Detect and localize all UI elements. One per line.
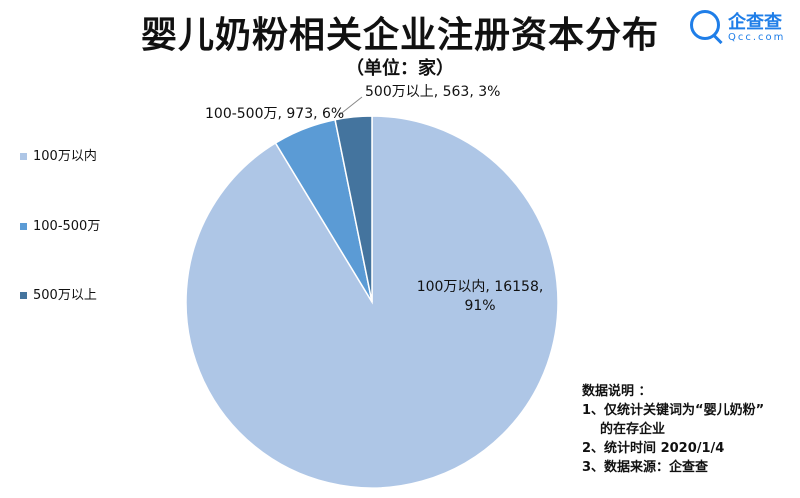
chart-title: 婴儿奶粉相关企业注册资本分布 xyxy=(140,15,659,56)
slice-label-under-100-percent: 91% xyxy=(464,298,495,314)
legend-label: 100万以内 xyxy=(33,149,97,164)
chart-subtitle: （单位：家） xyxy=(346,58,454,79)
legend-item-over-500: 500万以上 xyxy=(20,288,97,304)
legend-item-100-500: 100-500万 xyxy=(20,219,100,235)
legend-swatch xyxy=(20,292,27,299)
qcc-logo: 企查查 Qcc.com xyxy=(690,8,794,48)
legend-label: 500万以上 xyxy=(33,288,97,303)
logo-sub: Qcc.com xyxy=(728,32,786,43)
leader-line xyxy=(337,96,363,117)
legend-swatch xyxy=(20,153,27,160)
legend-item-under-100: 100万以内 xyxy=(20,149,97,165)
notes-line: 的在存企业 xyxy=(600,422,666,437)
legend-swatch xyxy=(20,223,27,230)
legend-label: 100-500万 xyxy=(33,219,101,234)
magnifier-icon xyxy=(690,10,720,40)
logo-name: 企查查 xyxy=(728,12,782,33)
notes-heading: 数据说明 ： xyxy=(582,384,652,399)
notes-line: 3、数据来源：企查查 xyxy=(582,460,709,475)
slice-over-500 xyxy=(334,115,373,303)
slice-label-100-500: 100-500万, 973, 6% xyxy=(205,106,344,122)
notes-line: 2、统计时间 2020/1/4 xyxy=(582,441,725,456)
slice-under-100 xyxy=(185,115,559,489)
slice-label-over-500: 500万以上, 563, 3% xyxy=(365,84,500,100)
slice-label-under-100: 100万以内, 16158, xyxy=(417,279,544,295)
notes-line: 1、仅统计关键词为“婴儿奶粉” xyxy=(582,403,765,418)
data-notes: 数据说明 ： 1、仅统计关键词为“婴儿奶粉” 的在存企业 2、统计时间 2020… xyxy=(582,382,764,477)
